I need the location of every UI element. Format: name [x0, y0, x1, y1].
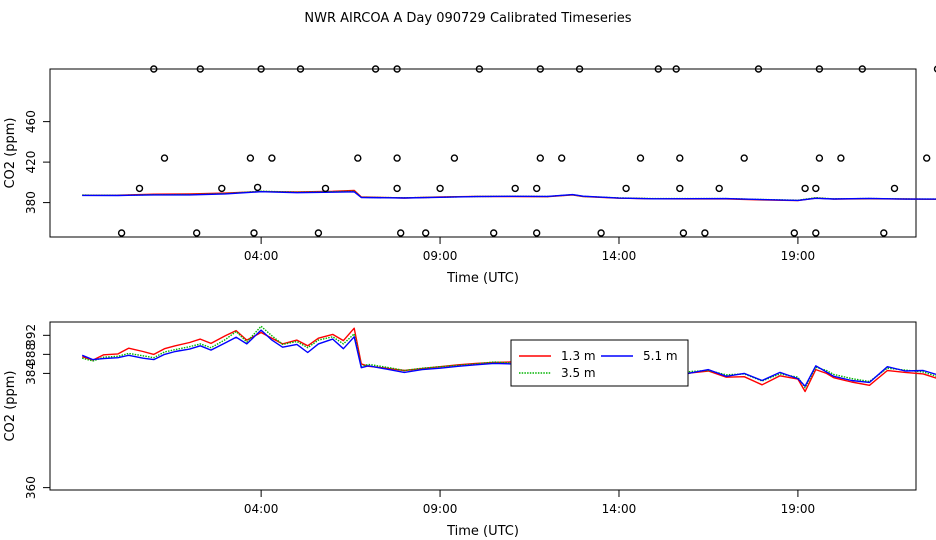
calibration-point: [575, 65, 584, 73]
calibration-point: [422, 229, 430, 237]
calibration-point: [475, 65, 484, 73]
calibration-point: [815, 154, 824, 162]
calibration-point: [622, 184, 630, 193]
top-series-5-1-m: [82, 190, 936, 202]
calibration-point: [268, 154, 276, 162]
calibration-point: [218, 184, 226, 193]
calibration-point: [533, 184, 541, 193]
calibration-point: [715, 184, 723, 193]
calibration-point: [321, 184, 330, 193]
calibration-point: [371, 65, 380, 73]
calibration-point: [701, 229, 709, 237]
top-x-tick-label: 19:00: [781, 249, 816, 263]
calibration-point: [679, 229, 688, 237]
calibration-point: [314, 229, 323, 237]
calibration-point: [812, 229, 820, 237]
calibration-point: [257, 65, 265, 73]
figure-title: NWR AIRCOA A Day 090729 Calibrated Times…: [304, 11, 631, 26]
calibration-point: [812, 184, 820, 193]
calibration-point: [135, 184, 144, 193]
calibration-point: [160, 154, 169, 162]
top-y-tick-label: 460: [24, 110, 38, 133]
calibration-point: [536, 65, 544, 73]
bottom-y-tick-label: 384: [24, 362, 38, 385]
bottom-x-tick-label: 14:00: [602, 502, 637, 516]
bottom-plot-frame: [49, 321, 917, 491]
calibration-point: [815, 65, 824, 73]
calibration-point: [837, 154, 845, 162]
calibration-point: [597, 229, 605, 237]
top-series-lines: [82, 189, 936, 202]
bottom-series-5-1-m: [81, 329, 936, 387]
calibration-point: [672, 65, 680, 73]
legend-label-1-3m: 1.3 m: [561, 349, 596, 363]
calibration-point: [933, 65, 936, 73]
calibration-point: [533, 229, 541, 237]
top-x-axis-label: Time (UTC): [446, 271, 519, 286]
calibration-point: [196, 65, 205, 73]
calibration-point: [117, 229, 126, 237]
calibration-point: [676, 184, 684, 193]
top-y-axis-label: CO2 (ppm): [3, 117, 18, 188]
calibration-point: [636, 154, 645, 162]
calibration-point: [393, 154, 401, 162]
top-calibration-points: [117, 65, 936, 237]
calibration-point: [790, 229, 798, 237]
bottom-y-tick-label: 392: [24, 324, 38, 347]
bottom-x-tick-label: 19:00: [781, 502, 816, 516]
calibration-point: [436, 184, 444, 193]
calibration-point: [397, 229, 405, 237]
legend-label-3-5m: 3.5 m: [561, 366, 596, 380]
calibration-point: [250, 229, 258, 237]
calibration-point: [490, 229, 498, 237]
calibration-point: [393, 184, 401, 193]
calibration-point: [858, 65, 866, 73]
top-plot-frame: [49, 68, 917, 238]
bottom-x-tick-label: 09:00: [423, 502, 458, 516]
calibration-point: [880, 229, 888, 237]
calibration-point: [923, 154, 931, 162]
calibration-point: [801, 184, 809, 193]
legend: 1.3 m 5.1 m 3.5 m: [510, 339, 689, 387]
calibration-point: [890, 184, 899, 193]
top-x-tick-label: 14:00: [602, 249, 637, 263]
top-x-tick-label: 04:00: [244, 249, 279, 263]
calibration-point: [246, 154, 255, 162]
bottom-x-tick-label: 04:00: [244, 502, 279, 516]
calibration-point: [754, 65, 763, 73]
top-y-ticks: 380 420 460: [24, 110, 50, 214]
calibration-point: [511, 184, 519, 193]
calibration-point: [558, 154, 566, 162]
calibration-point: [654, 65, 662, 73]
bottom-x-axis-label: Time (UTC): [446, 524, 519, 539]
calibration-point: [450, 154, 459, 162]
calibration-point: [253, 183, 262, 192]
bottom-y-tick-label: 360: [24, 476, 38, 499]
top-y-tick-label: 380: [24, 191, 38, 214]
calibration-point: [536, 154, 544, 162]
legend-box: [510, 339, 689, 387]
calibration-point: [740, 154, 748, 162]
bottom-y-axis-label: CO2 (ppm): [3, 370, 18, 441]
calibration-point: [150, 65, 158, 73]
top-panel: Time (UTC) CO2 (ppm) 04:00 09:00 14:00 19:0…: [3, 65, 936, 286]
calibration-point: [296, 65, 305, 73]
top-x-tick-label: 09:00: [423, 249, 458, 263]
legend-label-5-1m: 5.1 m: [643, 349, 678, 363]
bottom-series-lines: [81, 325, 936, 393]
calibration-point: [192, 229, 201, 237]
bottom-y-tick-label: 388: [24, 343, 38, 366]
top-y-tick-label: 420: [24, 151, 38, 174]
bottom-panel: Time (UTC) CO2 (ppm) 04:00 09:00 14:00 19:0…: [3, 321, 936, 539]
calibration-point: [393, 65, 401, 73]
calibration-point: [676, 154, 684, 162]
calibration-point: [354, 154, 362, 162]
bottom-series-3-5-m: [82, 325, 936, 389]
